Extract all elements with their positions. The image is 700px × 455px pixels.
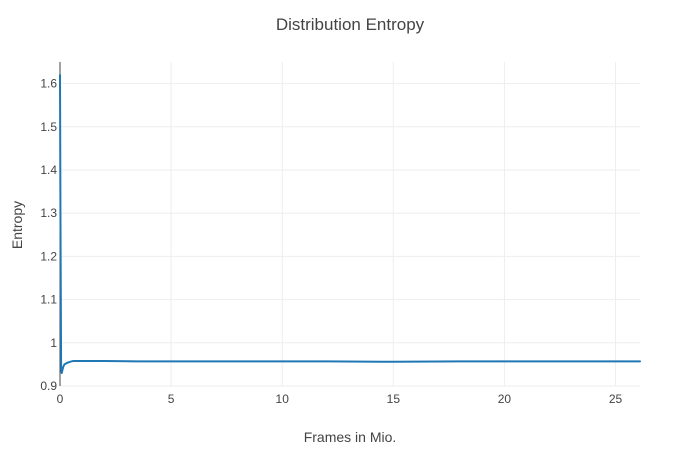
x-tick-label: 10	[276, 392, 290, 406]
chart-title: Distribution Entropy	[276, 15, 425, 34]
grid-layer	[59, 62, 640, 387]
x-tick-label: 20	[498, 392, 512, 406]
y-tick-label: 1.2	[40, 249, 57, 263]
y-axis-title: Entropy	[9, 201, 25, 249]
x-tick-label: 5	[168, 392, 175, 406]
y-tick-label: 1.1	[40, 293, 57, 307]
y-tick-label: 1	[50, 336, 57, 350]
y-tick-label: 1.3	[40, 206, 57, 220]
series-layer	[59, 73, 641, 375]
series-line-0	[59, 73, 641, 375]
y-tick-label: 0.9	[40, 379, 57, 393]
y-tick-label: 1.5	[40, 120, 57, 134]
y-tick-label: 1.4	[40, 163, 57, 177]
x-tick-label: 0	[57, 392, 64, 406]
x-tick-label: 25	[609, 392, 623, 406]
tick-labels: 0 5 10 15 20 25 0.9 1 1.1 1.2 1.3 1.4 1.5 1.6	[40, 77, 622, 406]
x-tick-label: 15	[387, 392, 401, 406]
y-tick-label: 1.6	[40, 77, 57, 91]
x-axis-title: Frames in Mio.	[304, 429, 397, 445]
